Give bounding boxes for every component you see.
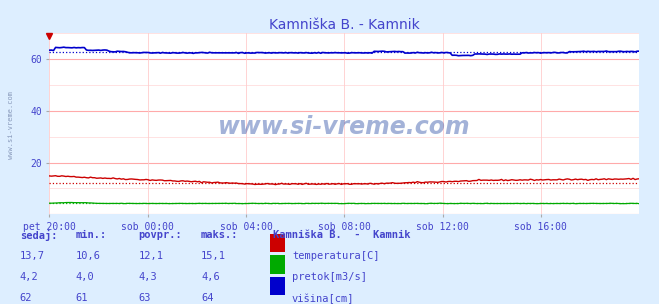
- Text: 4,6: 4,6: [201, 272, 219, 282]
- Text: maks.:: maks.:: [201, 230, 239, 240]
- Text: sedaj:: sedaj:: [20, 230, 57, 240]
- Text: 4,0: 4,0: [76, 272, 94, 282]
- Text: min.:: min.:: [76, 230, 107, 240]
- Text: 13,7: 13,7: [20, 251, 45, 261]
- Text: 4,2: 4,2: [20, 272, 38, 282]
- Text: temperatura[C]: temperatura[C]: [292, 251, 380, 261]
- Text: 61: 61: [76, 293, 88, 303]
- Text: višina[cm]: višina[cm]: [292, 293, 355, 304]
- Text: 10,6: 10,6: [76, 251, 101, 261]
- Text: povpr.:: povpr.:: [138, 230, 182, 240]
- Title: Kamniška B. - Kamnik: Kamniška B. - Kamnik: [269, 18, 420, 32]
- Text: 4,3: 4,3: [138, 272, 157, 282]
- Text: 64: 64: [201, 293, 214, 303]
- Text: www.si-vreme.com: www.si-vreme.com: [8, 91, 14, 159]
- Text: 15,1: 15,1: [201, 251, 226, 261]
- Text: 62: 62: [20, 293, 32, 303]
- Text: 63: 63: [138, 293, 151, 303]
- Text: Kamniška B.  -  Kamnik: Kamniška B. - Kamnik: [273, 230, 411, 240]
- Text: pretok[m3/s]: pretok[m3/s]: [292, 272, 367, 282]
- Text: www.si-vreme.com: www.si-vreme.com: [218, 116, 471, 140]
- Text: 12,1: 12,1: [138, 251, 163, 261]
